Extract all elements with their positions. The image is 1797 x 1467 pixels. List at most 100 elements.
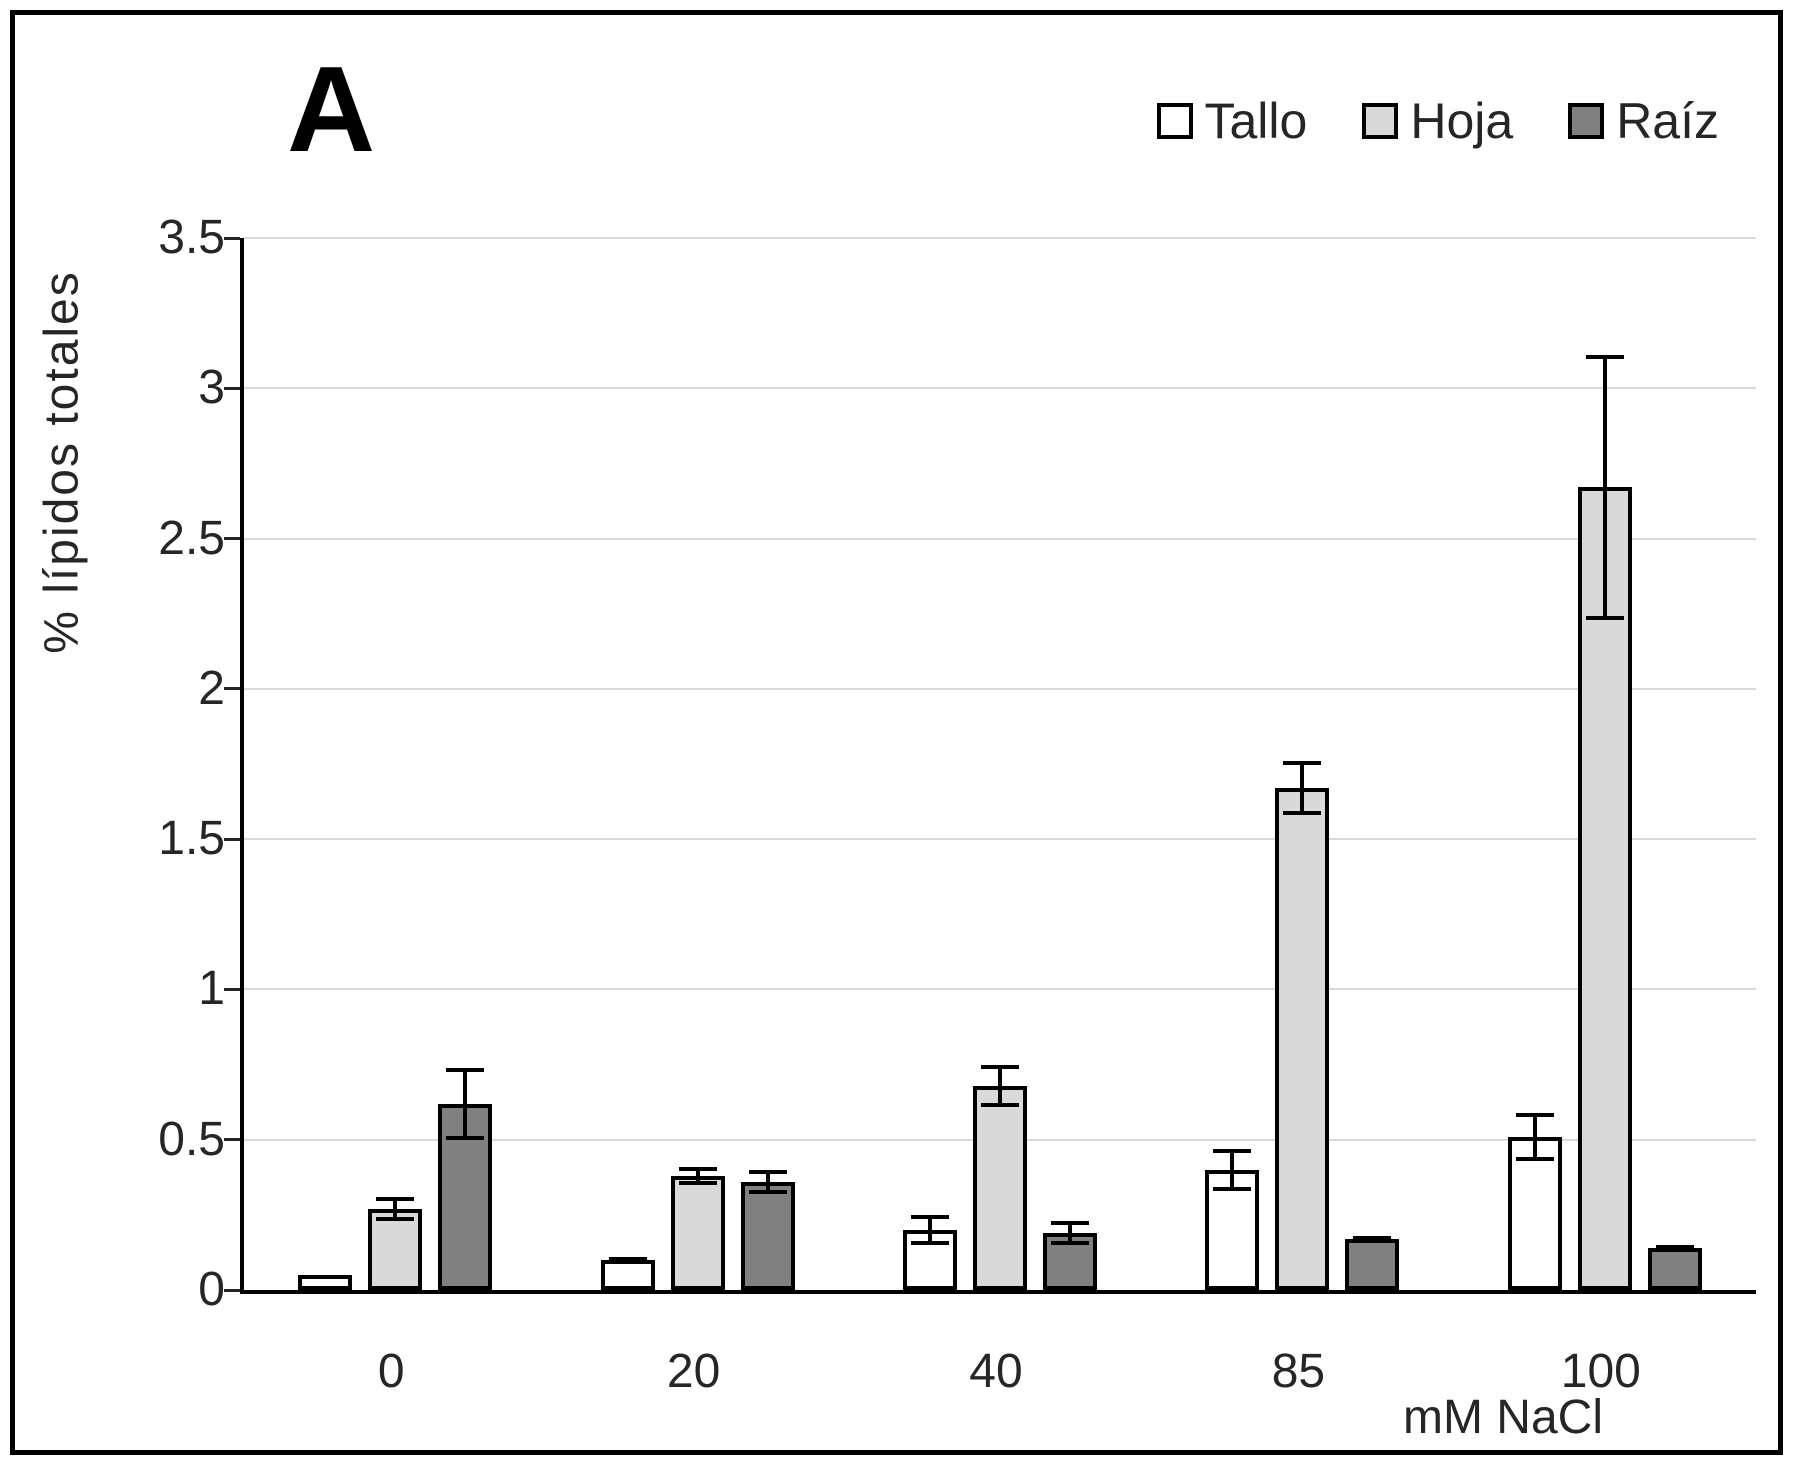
error-bar-line	[1230, 1148, 1235, 1191]
gridline	[244, 387, 1756, 390]
x-tick-label-0: 0	[377, 1345, 405, 1398]
error-bar-cap-bottom	[981, 1102, 1019, 1107]
error-bar-cap-top	[981, 1064, 1019, 1069]
x-tick-label-100: 100	[1560, 1345, 1641, 1398]
legend-label-raíz: Raíz	[1616, 93, 1719, 149]
error-bar-cap-bottom	[1051, 1240, 1089, 1245]
error-bar-cap-top	[911, 1214, 949, 1219]
error-bar-cap-bottom	[1515, 1156, 1554, 1161]
x-tick-label-40: 40	[969, 1345, 1023, 1398]
error-bar-cap-bottom	[911, 1240, 949, 1245]
y-tick-label: 1	[198, 962, 225, 1016]
legend-item-raíz: Raíz	[1568, 96, 1719, 146]
error-bar-line	[1300, 761, 1305, 816]
x-axis-title: mM NaCl	[1403, 1391, 1603, 1444]
bar-tallo-20	[600, 1259, 655, 1290]
y-axis-tick	[224, 386, 240, 390]
y-axis-tick	[224, 1138, 240, 1142]
x-tick-label-20: 20	[666, 1345, 721, 1398]
error-bar-line	[695, 1166, 700, 1185]
error-bar-line	[928, 1214, 932, 1245]
gridline	[244, 687, 1756, 690]
error-bar-tallo-100	[1515, 1112, 1554, 1161]
error-bar-tallo-20	[608, 1256, 647, 1263]
legend-item-tallo: Tallo	[1156, 93, 1308, 149]
error-bar-cap-top	[1585, 355, 1624, 360]
error-bar-raíz-100	[1655, 1244, 1694, 1251]
y-tick-label: 1.5	[158, 812, 225, 866]
error-bar-line	[1602, 355, 1607, 620]
y-axis-tick	[224, 837, 240, 841]
error-bar-cap-bottom	[678, 1180, 717, 1185]
error-bar-cap-bottom	[446, 1135, 485, 1140]
gridline	[244, 838, 1756, 841]
error-bar-cap-bottom	[1283, 811, 1322, 816]
error-bar-hoja-100	[1585, 355, 1624, 620]
legend-item-hoja: Hoja	[1362, 96, 1513, 146]
y-axis-tick	[224, 987, 240, 991]
error-bar-line	[1068, 1220, 1072, 1245]
gridline	[244, 988, 1756, 991]
error-bar-cap-top	[1051, 1220, 1089, 1225]
bar-hoja-40	[973, 1085, 1027, 1290]
x-tick-label-85: 85	[1271, 1345, 1326, 1398]
bar-hoja-85	[1275, 788, 1330, 1290]
bar-tallo-0	[298, 1274, 353, 1290]
y-axis-title: % lípidos totales	[35, 270, 89, 654]
y-axis-tick	[224, 687, 240, 691]
legend-swatch-raíz	[1568, 103, 1605, 139]
error-bar-cap-top	[1213, 1148, 1252, 1153]
error-bar-cap-bottom	[608, 1258, 647, 1263]
legend-swatch-tallo	[1156, 103, 1193, 139]
error-bar-line	[463, 1067, 468, 1140]
bar-tallo-100	[1507, 1136, 1562, 1290]
y-tick-label: 0.5	[158, 1112, 225, 1166]
error-bar-cap-bottom	[1353, 1237, 1392, 1242]
gridline	[244, 237, 1756, 239]
error-bar-hoja-85	[1283, 761, 1322, 816]
y-tick-label: 3.5	[158, 211, 225, 264]
error-bar-cap-bottom	[1585, 615, 1624, 620]
error-bar-hoja-20	[678, 1166, 717, 1185]
gridline	[244, 537, 1756, 540]
y-axis-tick	[224, 236, 240, 240]
bar-hoja-20	[670, 1175, 725, 1290]
error-bar-cap-top	[446, 1067, 485, 1072]
error-bar-cap-bottom	[1655, 1246, 1694, 1251]
bar-hoja-0	[368, 1208, 423, 1290]
error-bar-line	[998, 1064, 1002, 1107]
error-bar-line	[393, 1196, 398, 1221]
y-tick-label: 2.5	[158, 511, 225, 565]
error-bar-raíz-85	[1353, 1235, 1392, 1242]
error-bar-cap-bottom	[1213, 1186, 1252, 1191]
y-tick-label: 2	[198, 661, 225, 715]
error-bar-cap-bottom	[748, 1189, 787, 1194]
error-bar-cap-top	[678, 1166, 717, 1171]
error-bar-raíz-20	[748, 1169, 787, 1194]
error-bar-line	[1532, 1112, 1537, 1161]
error-bar-cap-bottom	[376, 1216, 415, 1221]
bar-hoja-100	[1577, 487, 1632, 1290]
error-bar-hoja-40	[981, 1064, 1019, 1107]
figure-border	[10, 10, 1783, 1455]
error-bar-tallo-40	[911, 1214, 949, 1245]
legend-swatch-hoja	[1362, 103, 1399, 139]
error-bar-cap-top	[1283, 761, 1322, 766]
y-tick-label: 0	[198, 1263, 225, 1316]
error-bar-cap-top	[1515, 1112, 1554, 1117]
y-axis-tick	[224, 1288, 240, 1292]
legend-label-tallo: Tallo	[1204, 93, 1308, 149]
error-bar-raíz-40	[1051, 1220, 1089, 1245]
plot-area	[224, 236, 1756, 1294]
legend: Tallo Hoja Raíz	[1156, 93, 1719, 149]
error-bar-cap-top	[748, 1169, 787, 1174]
bar-raíz-100	[1647, 1247, 1702, 1290]
panel-label: A	[287, 41, 376, 177]
error-bar-hoja-0	[376, 1196, 415, 1221]
legend-label-hoja: Hoja	[1410, 93, 1514, 149]
error-bar-line	[765, 1169, 770, 1194]
error-bar-cap-top	[376, 1196, 415, 1201]
bar-raíz-20	[740, 1181, 795, 1290]
error-bar-tallo-85	[1213, 1148, 1252, 1191]
y-tick-label: 3	[198, 361, 225, 415]
